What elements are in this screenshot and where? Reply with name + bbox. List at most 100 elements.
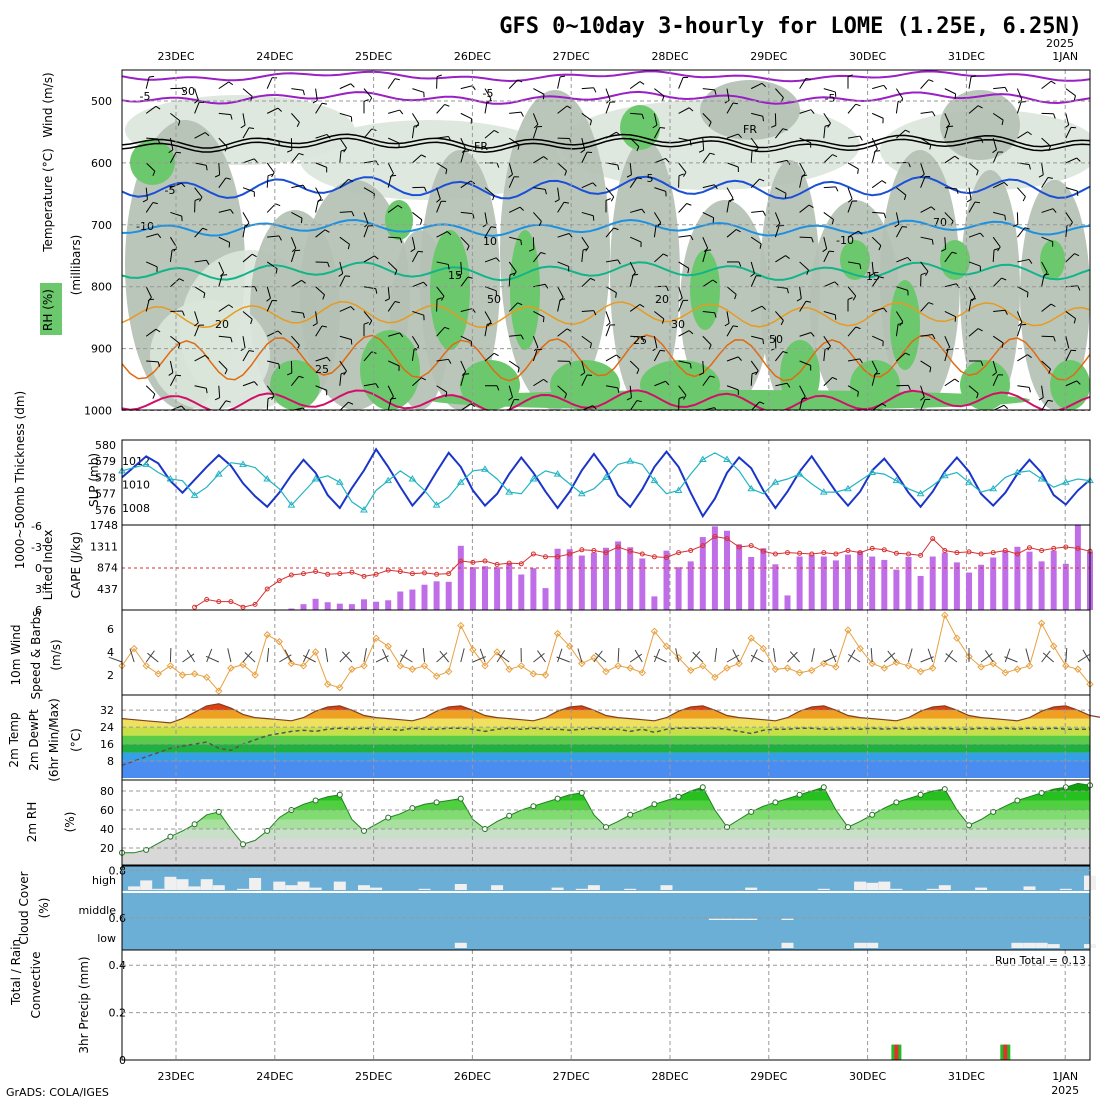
wind-barb xyxy=(145,261,158,268)
wind-barb-flag xyxy=(1053,113,1056,119)
wind-barb xyxy=(290,250,296,263)
wind-barb xyxy=(364,411,374,417)
wind10m-barb xyxy=(980,653,993,663)
wind-barb xyxy=(460,211,473,215)
wind-barb xyxy=(750,178,760,189)
wind-barb xyxy=(1041,80,1052,90)
wind-barb-flag xyxy=(639,81,645,85)
wind-barb xyxy=(508,274,511,287)
wind-barb xyxy=(194,102,200,114)
rh-band xyxy=(122,829,1090,839)
wind-barb-flag xyxy=(410,248,416,253)
wind-barb xyxy=(775,382,788,387)
wind-barb xyxy=(726,325,734,337)
wind-barb xyxy=(267,360,279,365)
wind-barb-flag xyxy=(394,78,400,81)
wind-barb-flag xyxy=(759,401,765,405)
wind-barb xyxy=(774,225,780,238)
wind-barb-flag xyxy=(253,158,258,163)
wind-barb-flag xyxy=(149,75,155,78)
wind-barb-flag xyxy=(563,201,569,204)
wind-barb-flag xyxy=(1001,119,1004,126)
wind-barb-flag xyxy=(287,149,293,153)
wind10m-marker xyxy=(444,667,453,676)
wind-barb-flag xyxy=(564,393,567,399)
wind-barb-flag xyxy=(520,240,522,246)
wind-barb-flag xyxy=(436,422,440,425)
wind10m-marker xyxy=(1001,668,1010,677)
li-marker xyxy=(1002,548,1008,553)
wind-barb xyxy=(944,336,951,348)
wind-barb-flag xyxy=(780,320,784,326)
wind-barb xyxy=(750,401,760,410)
thickness-marker xyxy=(844,484,852,492)
wind-barb xyxy=(315,200,319,213)
rh-panel-frame xyxy=(121,779,1091,866)
wind10m-barb xyxy=(244,652,256,663)
cloud-bar xyxy=(721,918,733,920)
wind-barb-flag xyxy=(564,170,567,176)
wind-barb xyxy=(678,286,683,299)
wind-barb-flag xyxy=(445,392,448,398)
wind-barb xyxy=(969,411,971,423)
wind-barb-flag xyxy=(590,277,596,281)
wind-barb xyxy=(605,324,611,337)
li-tick: -3 xyxy=(31,541,42,554)
wind-barb xyxy=(799,286,802,299)
cape-bar xyxy=(494,567,501,610)
wind-barb-flag xyxy=(929,367,932,373)
wind-barb xyxy=(872,84,884,90)
wind10m-marker xyxy=(723,664,731,672)
wind-barb xyxy=(944,349,949,362)
wind-barb xyxy=(242,381,255,387)
wind10m-marker xyxy=(771,665,780,673)
wind-barb-flag xyxy=(194,322,199,327)
cape-bar xyxy=(1062,563,1069,610)
cloud-bar xyxy=(1035,942,1048,948)
rh2m-marker xyxy=(409,805,416,812)
cloud-bar xyxy=(708,918,721,920)
wind-barb xyxy=(629,304,641,312)
wind-barb-flag xyxy=(728,199,735,202)
wind-barb xyxy=(339,373,342,386)
wind-barb xyxy=(678,261,690,269)
wind-barb-flag xyxy=(250,96,253,102)
wind10m-barb xyxy=(732,649,740,663)
wind-barb-flag xyxy=(1050,80,1056,85)
wind-barb xyxy=(678,300,684,312)
wind-barb-flag xyxy=(929,144,932,150)
wind-barb xyxy=(847,385,859,393)
wind-barb xyxy=(653,350,661,362)
wind-barb xyxy=(195,411,202,420)
temp-band xyxy=(122,703,1090,711)
wind-barb-flag xyxy=(1053,336,1056,342)
thickness-marker xyxy=(989,484,998,492)
wind-barb xyxy=(702,250,707,263)
wind-barb-flag xyxy=(224,146,228,152)
cloud-bar xyxy=(975,887,988,890)
wind-barb xyxy=(920,137,932,145)
wind-barb xyxy=(823,113,831,124)
isotherm-minus5 xyxy=(122,90,1090,105)
wind10m-barb xyxy=(577,648,583,663)
li-marker xyxy=(676,550,682,556)
wind-barb xyxy=(218,236,230,243)
wind-barb-flag xyxy=(326,134,331,139)
rh-shade xyxy=(960,170,1020,410)
wind-barb xyxy=(557,261,569,267)
wind-barb-flag xyxy=(589,120,592,126)
rh2m-marker xyxy=(651,801,658,808)
wind-barb-flag xyxy=(611,420,613,424)
wind-barb xyxy=(992,277,1002,288)
wind-barb-flag xyxy=(683,394,687,400)
wind10m-marker xyxy=(142,662,150,670)
wind-barb-flag xyxy=(708,121,712,127)
wind-barb-flag xyxy=(509,272,515,276)
wind-barb-flag xyxy=(456,273,462,277)
wind-barb xyxy=(968,76,972,89)
wind-barb xyxy=(1089,309,1090,312)
wind10m-marker xyxy=(1013,665,1022,673)
wind-barb xyxy=(558,411,560,423)
wind-barb-flag xyxy=(194,198,200,201)
rh2m-marker xyxy=(530,803,537,810)
